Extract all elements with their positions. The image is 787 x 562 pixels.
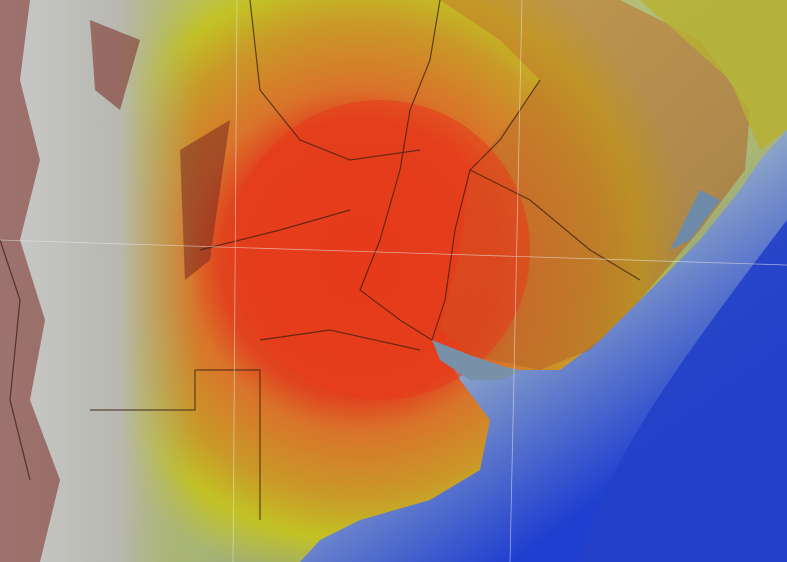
northeast-yellow xyxy=(640,0,787,150)
andes-shading xyxy=(0,0,230,562)
heat-core xyxy=(230,100,530,400)
rio-de-la-plata xyxy=(432,340,520,380)
deep-ocean xyxy=(580,220,787,562)
lagoa-dos-patos xyxy=(670,190,720,250)
borders xyxy=(0,0,641,520)
